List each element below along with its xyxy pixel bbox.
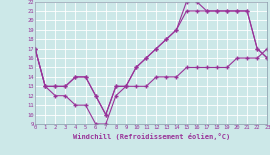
X-axis label: Windchill (Refroidissement éolien,°C): Windchill (Refroidissement éolien,°C) [73,133,230,140]
